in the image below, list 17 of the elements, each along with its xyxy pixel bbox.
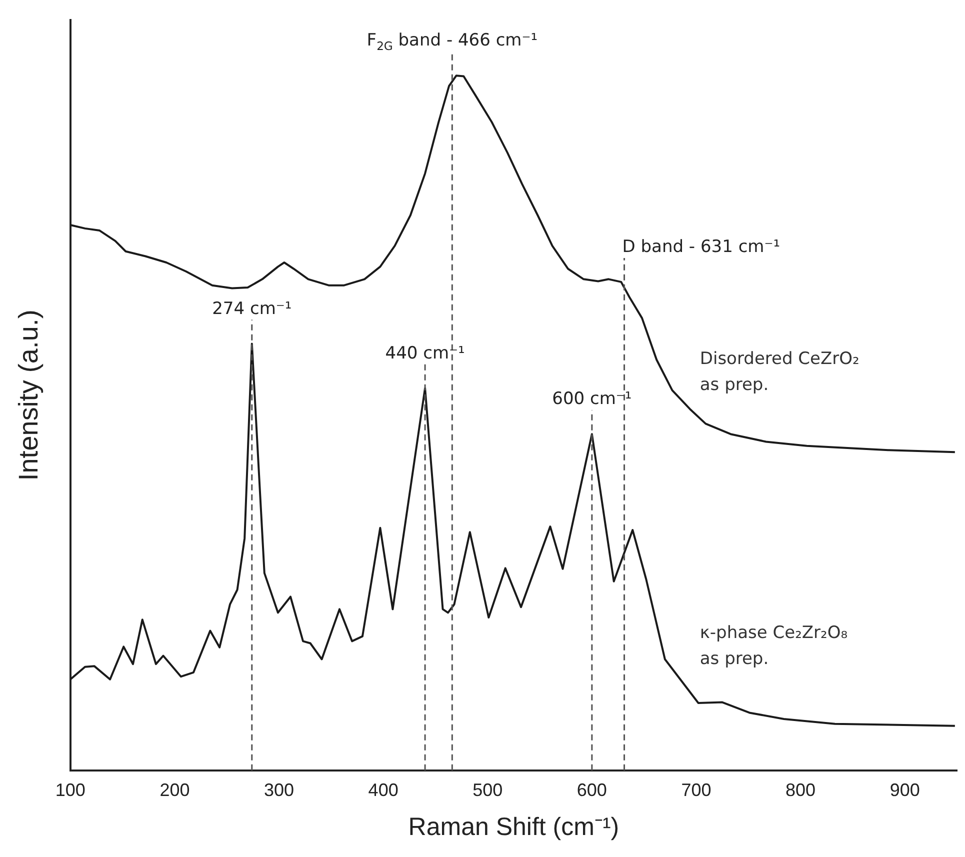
annotation: 274 cm⁻¹ — [212, 298, 292, 319]
x-tick-label: 300 — [264, 780, 294, 800]
x-tick-label: 400 — [368, 780, 398, 800]
series-label: κ-phase Ce₂Zr₂O₈ as prep. — [700, 622, 848, 669]
x-tick-label: 100 — [55, 780, 86, 800]
x-tick-label: 800 — [786, 780, 816, 800]
x-tick-label: 700 — [681, 780, 712, 800]
annotation: D band - 631 cm⁻¹ — [622, 236, 780, 257]
x-tick-label: 900 — [890, 780, 920, 800]
series-label: Disordered CeZrO₂ as prep. — [700, 349, 860, 396]
x-axis-title: Raman Shift (cm⁻¹) — [408, 812, 620, 841]
x-tick-label: 600 — [576, 780, 607, 800]
x-tick-label: 500 — [472, 780, 503, 800]
y-axis-title: Intensity (a.u.) — [14, 310, 44, 481]
annotation: 440 cm⁻¹ — [385, 343, 465, 364]
x-tick-label: 200 — [160, 780, 190, 800]
annotation: 600 cm⁻¹ — [552, 389, 632, 410]
